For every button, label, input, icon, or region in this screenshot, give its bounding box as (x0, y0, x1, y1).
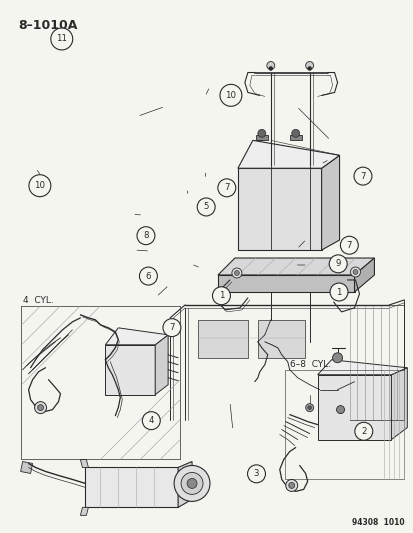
Circle shape (291, 130, 299, 138)
Circle shape (257, 130, 265, 138)
Circle shape (212, 287, 230, 305)
Text: 6–8  CYL.: 6–8 CYL. (289, 360, 330, 369)
Text: 7: 7 (346, 241, 351, 250)
Polygon shape (354, 258, 373, 292)
Polygon shape (105, 328, 168, 345)
Circle shape (139, 267, 157, 285)
Circle shape (38, 405, 43, 410)
Circle shape (305, 61, 313, 69)
Text: 5: 5 (203, 203, 209, 212)
Text: 4  CYL.: 4 CYL. (23, 296, 53, 305)
Circle shape (305, 403, 313, 411)
Circle shape (307, 406, 311, 410)
Polygon shape (85, 467, 178, 507)
Polygon shape (80, 507, 88, 515)
Circle shape (352, 270, 357, 274)
Text: 9: 9 (335, 260, 340, 268)
Circle shape (137, 227, 154, 245)
Text: 7: 7 (359, 172, 365, 181)
Text: 1: 1 (335, 287, 341, 296)
Polygon shape (390, 368, 406, 440)
Text: 2: 2 (360, 427, 366, 436)
Circle shape (174, 465, 209, 502)
Circle shape (266, 61, 274, 69)
Circle shape (163, 319, 180, 337)
Polygon shape (105, 345, 155, 394)
Polygon shape (321, 155, 339, 250)
Polygon shape (197, 320, 247, 358)
Polygon shape (317, 360, 406, 375)
Circle shape (288, 482, 294, 488)
Circle shape (51, 28, 73, 50)
Text: 6: 6 (145, 272, 151, 280)
Text: 8–1010A: 8–1010A (19, 19, 78, 31)
Circle shape (231, 268, 241, 278)
Circle shape (329, 283, 347, 301)
Text: 7: 7 (223, 183, 229, 192)
Polygon shape (289, 135, 301, 140)
Text: 10: 10 (225, 91, 236, 100)
Polygon shape (217, 258, 373, 275)
Polygon shape (257, 320, 304, 358)
Polygon shape (21, 462, 33, 473)
Polygon shape (237, 140, 339, 168)
Circle shape (332, 353, 342, 363)
Circle shape (268, 67, 272, 70)
Circle shape (307, 67, 311, 70)
Circle shape (354, 422, 372, 440)
Polygon shape (80, 459, 88, 467)
Text: 1: 1 (218, 291, 224, 300)
Circle shape (197, 198, 215, 216)
Text: 3: 3 (253, 470, 259, 478)
Circle shape (350, 267, 360, 277)
Text: 10: 10 (34, 181, 45, 190)
Circle shape (29, 175, 51, 197)
Circle shape (285, 480, 297, 491)
Circle shape (180, 472, 202, 495)
Circle shape (328, 255, 347, 273)
Polygon shape (317, 375, 390, 440)
Circle shape (339, 236, 358, 254)
Text: 7: 7 (169, 323, 174, 332)
Circle shape (217, 179, 235, 197)
Polygon shape (155, 335, 168, 394)
Circle shape (142, 411, 160, 430)
Text: 8: 8 (143, 231, 148, 240)
Circle shape (234, 270, 239, 276)
Circle shape (35, 402, 46, 414)
Text: 4: 4 (148, 416, 154, 425)
Circle shape (336, 406, 344, 414)
Circle shape (219, 84, 241, 106)
Text: 11: 11 (56, 35, 67, 44)
Circle shape (353, 167, 371, 185)
Text: 94308  1010: 94308 1010 (351, 518, 404, 527)
Polygon shape (217, 275, 354, 292)
Circle shape (247, 465, 265, 483)
Polygon shape (255, 135, 267, 140)
Polygon shape (178, 462, 192, 507)
Circle shape (187, 479, 197, 488)
Polygon shape (237, 168, 321, 250)
